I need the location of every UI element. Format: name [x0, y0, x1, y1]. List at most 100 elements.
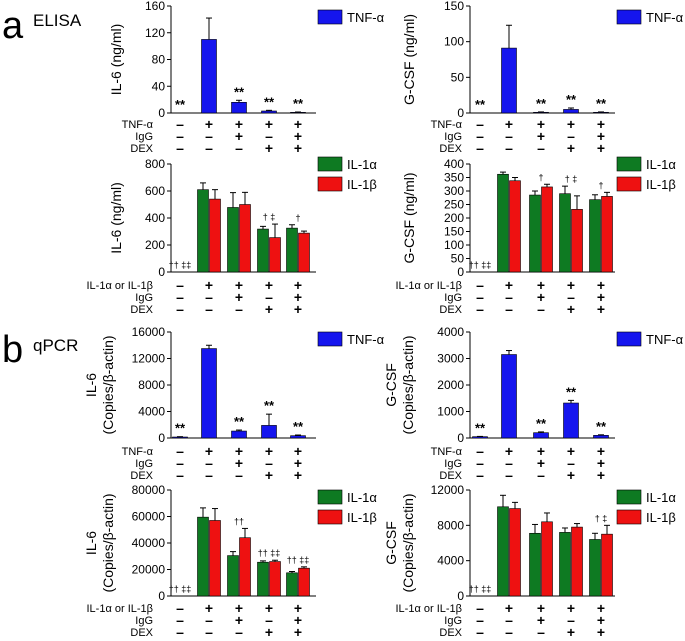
significance-marker: † ‡	[263, 212, 276, 222]
condition-sign: –	[205, 301, 213, 317]
significance-marker: **	[234, 414, 245, 429]
condition-sign: –	[537, 301, 545, 317]
significance-marker: **	[175, 97, 186, 112]
condition-sign: –	[176, 443, 184, 459]
condition-label: TNF-α	[122, 119, 154, 131]
condition-sign: +	[537, 612, 545, 628]
condition-sign: +	[265, 140, 273, 156]
significance-marker: **	[596, 419, 607, 434]
bar-TNF-α-4	[563, 402, 579, 439]
condition-sign: +	[597, 116, 605, 132]
condition-label: DEX	[439, 143, 462, 155]
condition-sign: +	[537, 128, 545, 144]
condition-sign: +	[265, 301, 273, 317]
legend-label: IL-1β	[646, 510, 676, 525]
condition-label: IgG	[135, 131, 153, 143]
condition-sign: +	[597, 277, 605, 293]
bar-IL-1β-5	[298, 567, 310, 597]
condition-sign: –	[505, 612, 513, 628]
significance-marker: **	[566, 92, 577, 107]
bar-IL-1β-2	[509, 180, 521, 273]
y-tick-label: 100	[444, 238, 464, 252]
y-tick-label: 120	[145, 26, 165, 40]
legend-label: IL-1α	[646, 157, 676, 172]
chart-panel-a-bottom-left: 0 200 400 600 800 IL-6 (ng/ml) †† ‡‡ † ‡ † IL-1α …	[87, 156, 377, 317]
significance-marker: **	[264, 94, 275, 109]
condition-label: DEX	[130, 304, 153, 316]
condition-sign: +	[294, 140, 302, 156]
bar-IL-1α-2	[197, 189, 209, 273]
bar-TNF-α-3	[231, 430, 247, 439]
condition-label: IgG	[444, 292, 462, 304]
significance-marker: **	[596, 96, 607, 111]
y-axis-label: IL-6	[83, 531, 99, 555]
legend-swatch-IL-1β	[616, 176, 642, 192]
legend-label: IL-1β	[347, 510, 377, 525]
condition-sign: –	[265, 128, 273, 144]
bar-IL-1β-3	[239, 537, 251, 597]
legend-label: TNF-α	[347, 10, 385, 25]
condition-sign: +	[537, 443, 545, 459]
condition-label: TNF-α	[431, 119, 463, 131]
condition-sign: +	[205, 443, 213, 459]
condition-sign: –	[476, 140, 484, 156]
condition-sign: +	[567, 467, 575, 483]
bar-IL-1β-2	[509, 508, 521, 597]
condition-sign: –	[176, 612, 184, 628]
bar-IL-1α-2	[497, 506, 509, 597]
condition-sign: +	[567, 140, 575, 156]
bar-IL-1β-2	[209, 520, 221, 597]
condition-label: TNF-α	[122, 446, 154, 458]
chart-panel-b-top-right: 0 1000 2000 3000 4000 G-CSF (Copies/β-actin) **…	[383, 325, 684, 483]
condition-sign: +	[567, 624, 575, 640]
condition-sign: –	[505, 455, 513, 471]
y-tick-label: 0	[457, 106, 464, 120]
y-tick-label: 160	[145, 0, 165, 13]
condition-sign: –	[235, 140, 243, 156]
bar-IL-1α-5	[589, 539, 601, 597]
condition-label: IgG	[444, 458, 462, 470]
y-axis-label: G-CSF (ng/ml)	[401, 173, 417, 264]
significance-marker: †	[598, 180, 603, 190]
y-axis-label: G-CSF (ng/ml)	[401, 14, 417, 105]
y-axis-label-units: (Copies/β-actin)	[100, 335, 116, 434]
significance-marker: **	[234, 84, 245, 99]
condition-sign: +	[294, 624, 302, 640]
condition-label: IgG	[444, 131, 462, 143]
condition-sign: +	[294, 301, 302, 317]
condition-sign: –	[567, 289, 575, 305]
legend-swatch-TNF-α	[616, 9, 642, 25]
legend-swatch-IL-1α	[317, 156, 343, 172]
y-axis-label: IL-6 (ng/ml)	[108, 24, 124, 96]
bar-IL-1α-3	[529, 532, 541, 597]
condition-sign: –	[265, 455, 273, 471]
significance-marker: **	[475, 97, 486, 112]
section-b-title: qPCR	[33, 336, 78, 355]
bar-IL-1α-5	[589, 199, 601, 273]
condition-label: DEX	[130, 470, 153, 482]
y-tick-label: 200	[145, 238, 165, 252]
y-tick-label: 200	[444, 211, 464, 225]
y-tick-label: 8000	[437, 518, 464, 532]
condition-sign: +	[597, 443, 605, 459]
legend-label: IL-1α	[347, 490, 377, 505]
significance-marker: **	[475, 420, 486, 435]
significance-marker: **	[293, 419, 304, 434]
condition-sign: –	[537, 624, 545, 640]
bar-IL-1α-4	[559, 532, 571, 597]
condition-label: IL-1α or IL-1β	[87, 603, 154, 615]
significance-marker: †† ‡‡	[258, 548, 281, 558]
section-b-letter: b	[2, 329, 23, 371]
y-tick-label: 16000	[132, 325, 166, 339]
condition-sign: –	[205, 624, 213, 640]
condition-sign: –	[176, 600, 184, 616]
condition-sign: +	[597, 289, 605, 305]
condition-sign: +	[294, 277, 302, 293]
condition-sign: +	[205, 600, 213, 616]
condition-sign: –	[265, 289, 273, 305]
condition-sign: +	[537, 600, 545, 616]
condition-sign: –	[205, 140, 213, 156]
bar-TNF-α-3	[533, 432, 549, 439]
y-tick-label: 600	[145, 184, 165, 198]
condition-sign: –	[476, 443, 484, 459]
